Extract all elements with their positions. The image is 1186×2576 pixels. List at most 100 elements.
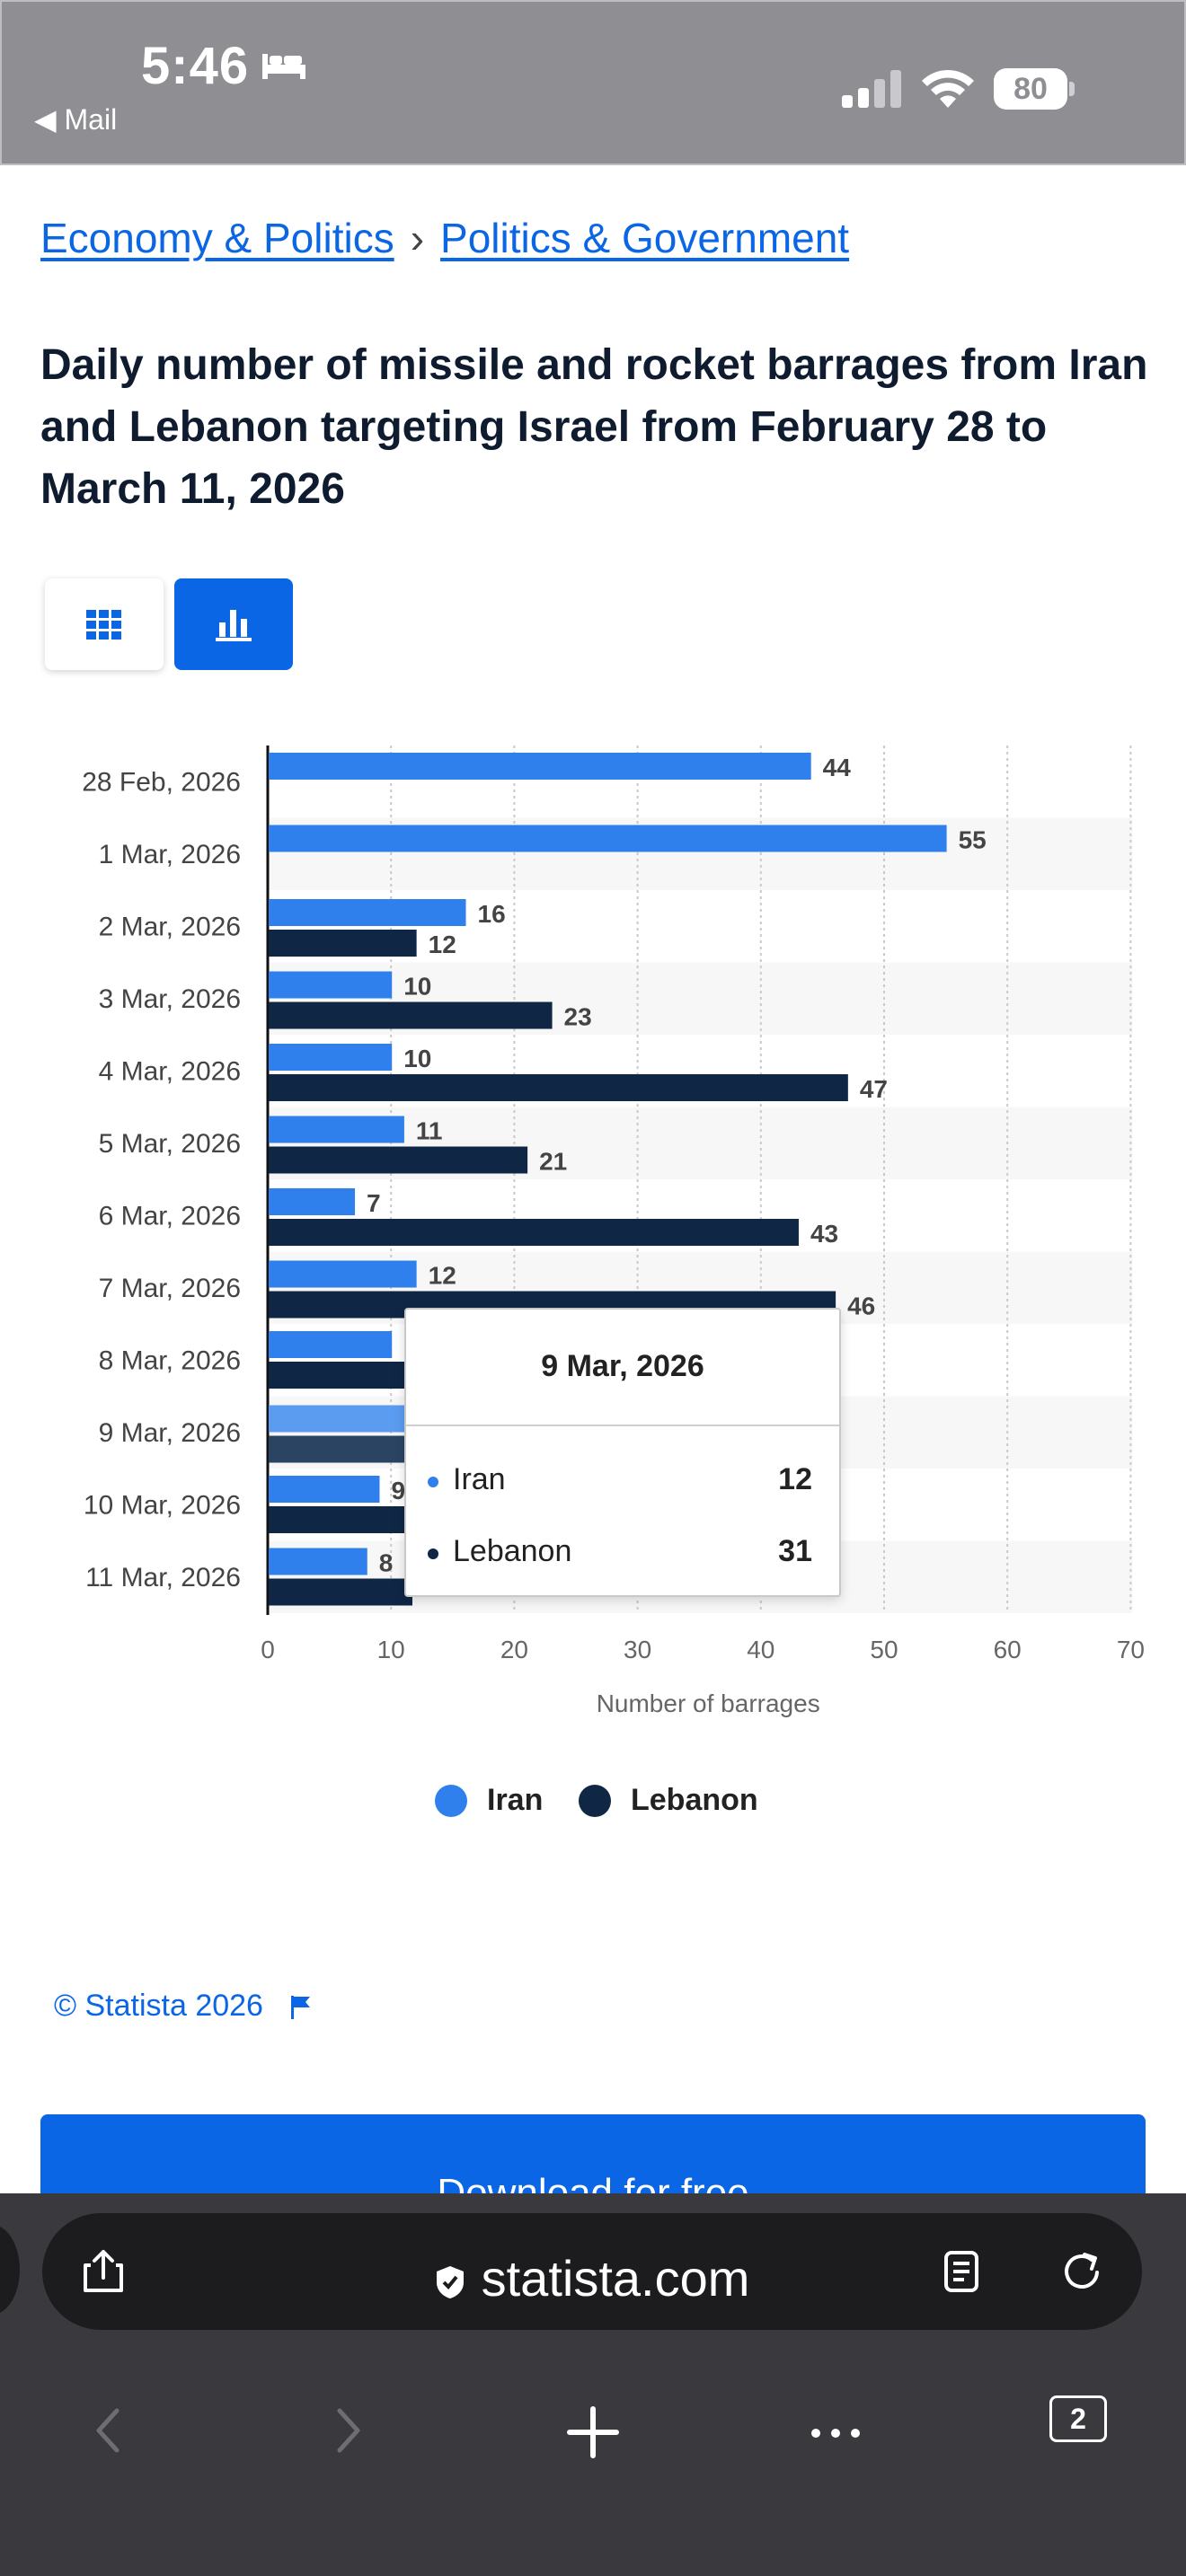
data-label-iran: 16: [478, 900, 506, 928]
forward-arrow-icon[interactable]: [336, 2407, 363, 2454]
data-label-lebanon: 23: [564, 1003, 592, 1031]
table-view-button[interactable]: [45, 578, 164, 670]
breadcrumb: Economy & Politics › Politics & Government: [40, 214, 849, 262]
url-display[interactable]: statista.com: [42, 2249, 1142, 2307]
data-label-iran: 11: [416, 1117, 443, 1145]
data-label-iran: 10: [403, 1045, 431, 1072]
data-label-iran: 10: [403, 973, 431, 1001]
cellular-signal-icon: [842, 70, 901, 108]
tooltip-iran-marker: [428, 1477, 438, 1487]
data-label-iran: 12: [429, 1262, 456, 1290]
privacy-shield-icon: [436, 2266, 464, 2299]
bar-lebanon: [269, 1146, 528, 1174]
new-tab-plus-icon[interactable]: [566, 2405, 620, 2459]
x-tick-label: 70: [1117, 1636, 1145, 1663]
copyright-text: © Statista 2026: [54, 1989, 263, 2023]
data-label-iran: 44: [823, 754, 852, 781]
reload-icon[interactable]: [1061, 2251, 1102, 2292]
bar-iran: [269, 1548, 367, 1575]
back-label: Mail: [64, 103, 118, 136]
chart-legend: Iran Lebanon: [0, 1783, 1186, 1828]
tooltip-lebanon-marker: [428, 1548, 438, 1559]
back-arrow-icon[interactable]: [93, 2407, 120, 2454]
legend-iran-marker: [435, 1784, 467, 1817]
data-label-lebanon: 12: [429, 931, 456, 958]
x-tick-label: 40: [747, 1636, 774, 1663]
bar-iran: [269, 899, 466, 926]
data-label-lebanon: 21: [539, 1148, 567, 1176]
table-grid-icon: [86, 610, 121, 640]
data-label-lebanon: 43: [810, 1220, 838, 1248]
bar-iran: [269, 1260, 417, 1288]
navigation-row: [0, 2391, 1186, 2481]
y-category-label: 10 Mar, 2026: [84, 1490, 241, 1520]
copyright-link[interactable]: © Statista 2026: [54, 1989, 311, 2024]
chart-view-button[interactable]: [174, 578, 293, 670]
bar-iran: [269, 1116, 404, 1143]
wifi-icon: [922, 69, 974, 108]
status-bar: 5:46 ◀ Mail 80: [0, 0, 1186, 165]
status-time: 5:46: [141, 37, 250, 95]
x-tick-label: 0: [261, 1636, 275, 1663]
tooltip-title: 9 Mar, 2026: [541, 1349, 704, 1383]
y-category-label: 28 Feb, 2026: [82, 767, 241, 797]
bar-iran: [269, 825, 947, 852]
tooltip-iran-label: Iran: [453, 1462, 506, 1496]
bar-lebanon: [269, 1578, 412, 1606]
y-category-label: 5 Mar, 2026: [99, 1129, 241, 1159]
url-text: statista.com: [481, 2250, 750, 2307]
bar-lebanon: [269, 1001, 553, 1029]
y-category-label: 6 Mar, 2026: [99, 1201, 241, 1231]
previous-tab-edge[interactable]: [0, 2225, 20, 2315]
bar-lebanon: [269, 930, 417, 957]
more-options-icon[interactable]: [810, 2427, 861, 2439]
sleep-focus-icon: [262, 54, 305, 79]
tooltip-iran-value: 12: [778, 1462, 812, 1496]
bar-iran: [269, 1188, 356, 1215]
tooltip-row-lebanon: Lebanon 31: [428, 1534, 812, 1574]
data-label-iran: 8: [379, 1549, 394, 1577]
battery-indicator: 80: [994, 68, 1076, 110]
bar-iran: [269, 1044, 393, 1071]
battery-level: 80: [994, 68, 1067, 110]
bar-iran: [269, 753, 811, 780]
data-label-iran: 55: [959, 826, 987, 854]
address-bar[interactable]: statista.com: [42, 2213, 1142, 2330]
y-category-label: 7 Mar, 2026: [99, 1274, 241, 1303]
y-category-label: 8 Mar, 2026: [99, 1345, 241, 1375]
bar-iran: [269, 1331, 393, 1358]
data-label-lebanon: 46: [847, 1292, 875, 1320]
back-to-mail-link[interactable]: ◀ Mail: [34, 103, 118, 136]
tooltip-row-iran: Iran 12: [428, 1462, 812, 1502]
bar-lebanon: [269, 1362, 412, 1389]
breadcrumb-separator: ›: [410, 215, 425, 261]
legend-item-iran[interactable]: Iran: [435, 1783, 543, 1818]
bar-lebanon: [269, 1074, 848, 1101]
legend-iran-label: Iran: [487, 1783, 544, 1817]
bar-iran: [269, 1405, 417, 1433]
flag-icon: [291, 1996, 311, 2020]
data-label-iran: 9: [391, 1477, 405, 1504]
tabs-button[interactable]: 2: [1049, 2395, 1107, 2442]
y-category-label: 11 Mar, 2026: [85, 1563, 241, 1592]
share-icon[interactable]: [82, 2249, 125, 2294]
data-label-iran: 7: [367, 1189, 381, 1217]
x-tick-label: 10: [377, 1636, 405, 1663]
legend-lebanon-label: Lebanon: [631, 1783, 758, 1817]
data-label-lebanon: 47: [860, 1075, 888, 1103]
x-tick-label: 30: [624, 1636, 651, 1663]
breadcrumb-economy-politics[interactable]: Economy & Politics: [40, 215, 394, 261]
y-category-label: 9 Mar, 2026: [99, 1418, 241, 1448]
y-category-label: 1 Mar, 2026: [99, 840, 241, 869]
page-title: Daily number of missile and rocket barra…: [40, 341, 1148, 513]
legend-item-lebanon[interactable]: Lebanon: [579, 1783, 758, 1818]
y-category-label: 3 Mar, 2026: [99, 984, 241, 1014]
legend-lebanon-marker: [579, 1784, 611, 1817]
x-tick-label: 50: [870, 1636, 898, 1663]
reader-mode-icon[interactable]: [944, 2251, 978, 2292]
tooltip-lebanon-value: 31: [778, 1534, 812, 1568]
y-category-label: 2 Mar, 2026: [99, 912, 241, 941]
bar-iran: [269, 1476, 380, 1503]
breadcrumb-politics-government[interactable]: Politics & Government: [440, 215, 850, 261]
x-axis-label: Number of barrages: [597, 1689, 820, 1717]
